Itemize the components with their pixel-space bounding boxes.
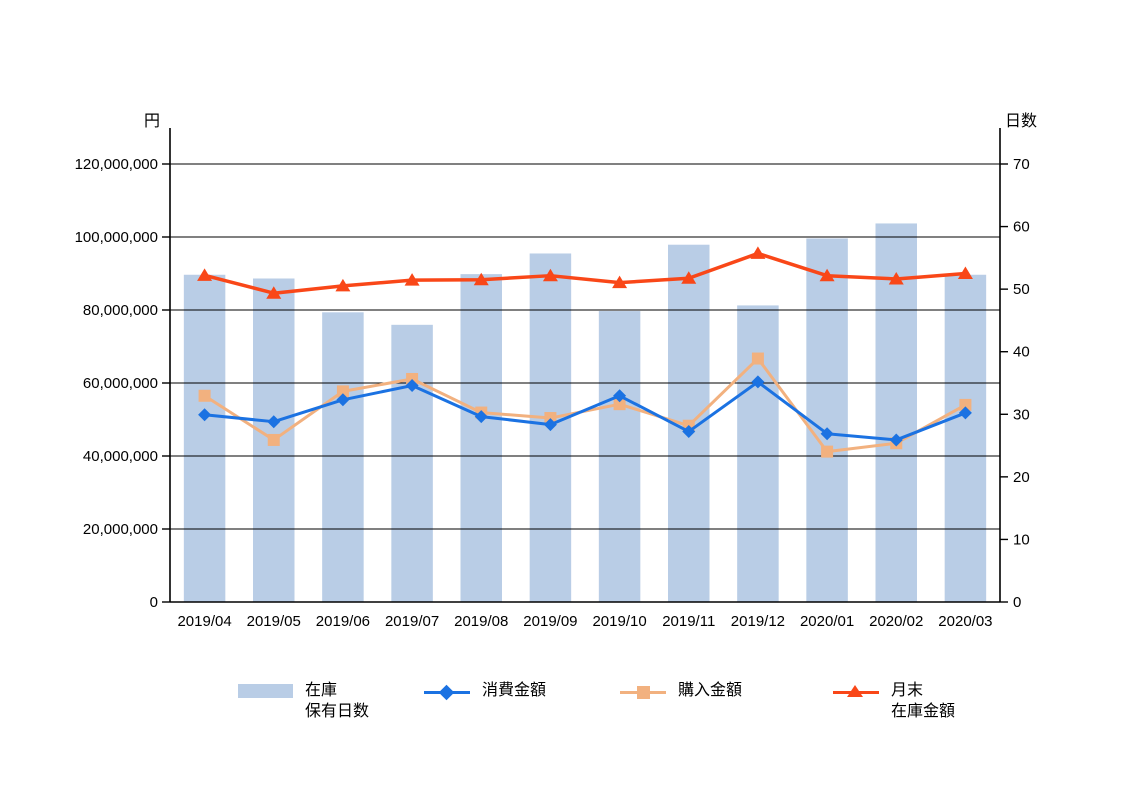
square-marker-icon xyxy=(406,372,419,385)
y-axis-tick-label: 120,000,000 xyxy=(75,156,158,173)
legend: 在庫 保有日数 消費金額 購入金額 月末 在庫金額 xyxy=(0,0,1142,720)
y2-axis-tick-label: 50 xyxy=(1013,281,1030,298)
y2-axis-tick-label: 70 xyxy=(1013,156,1030,173)
legend-label-line: 消費金額 xyxy=(482,682,547,699)
square-marker-icon xyxy=(267,433,280,446)
legend-label-line: 月末 xyxy=(891,682,924,699)
diamond-marker-icon xyxy=(613,389,627,403)
month-end-line xyxy=(202,251,968,295)
triangle-marker-icon xyxy=(612,275,628,289)
bar xyxy=(322,312,364,602)
consumption-line xyxy=(203,380,967,442)
bar xyxy=(944,274,987,602)
x-axis-tick-label: 2019/12 xyxy=(731,613,785,630)
triangle-marker-icon xyxy=(335,278,351,292)
square-marker-icon xyxy=(544,412,557,425)
bar xyxy=(806,238,848,602)
chart: 0 20,000,000 40,000,000 60,000,000 80,000,00… xyxy=(75,112,1037,630)
x-axis-tick-label: 2019/04 xyxy=(177,613,231,630)
square-marker-icon xyxy=(613,398,626,411)
square-marker-icon xyxy=(336,385,349,398)
x-axis-tick-label: 2019/09 xyxy=(523,613,577,630)
bar xyxy=(460,274,502,602)
bar xyxy=(737,305,779,602)
legend-label-line: 在庫金額 xyxy=(891,703,956,720)
legend-item-purchase: 購入金額 xyxy=(620,678,742,706)
square-line-icon xyxy=(620,678,666,706)
triangle-marker-icon xyxy=(957,266,973,279)
triangle-marker-icon xyxy=(404,273,420,286)
diamond-marker-icon xyxy=(889,433,903,447)
bar-swatch-icon xyxy=(238,684,293,698)
diamond-marker-icon xyxy=(958,406,972,420)
x-axis-tick-label: 2019/08 xyxy=(454,613,508,630)
diamond-marker-icon xyxy=(474,410,488,424)
triangle-marker-icon xyxy=(473,272,489,286)
y-axis-tick-label: 80,000,000 xyxy=(83,302,158,319)
diamond-marker-icon xyxy=(682,425,696,439)
x-axis-tick-label: 2020/02 xyxy=(869,613,923,630)
legend-label-consumption: 消費金額 xyxy=(482,680,546,701)
x-axis-tick-label: 2020/01 xyxy=(800,613,854,630)
y2-axis-tick-label: 20 xyxy=(1013,469,1030,486)
legend-label-line: 購入金額 xyxy=(678,682,743,699)
legend-item-consumption: 消費金額 xyxy=(424,678,546,706)
triangle-marker-icon xyxy=(266,286,282,299)
x-axis-tick-label: 2020/03 xyxy=(938,613,992,630)
diamond-marker-icon xyxy=(405,379,419,393)
triangle-marker-icon xyxy=(681,271,697,284)
diamond-marker-icon xyxy=(336,393,350,407)
triangle-marker-icon xyxy=(888,271,904,285)
square-marker-icon xyxy=(821,445,834,458)
triangle-marker-icon xyxy=(819,268,835,282)
y-axis-tick-label: 60,000,000 xyxy=(83,375,158,392)
diamond-marker-icon xyxy=(198,408,212,422)
diamond-marker-icon xyxy=(820,427,834,441)
left-axis-title: 円 xyxy=(144,113,160,130)
x-axis-tick-label: 2019/05 xyxy=(247,613,301,630)
square-marker-icon xyxy=(751,352,764,365)
y2-axis-tick-label: 0 xyxy=(1013,594,1021,611)
square-marker-icon xyxy=(636,685,650,699)
y2-axis-tick-label: 10 xyxy=(1013,531,1030,548)
y2-axis-tick-label: 40 xyxy=(1013,344,1030,361)
legend-label-inventory-days: 在庫 保有日数 xyxy=(305,680,369,722)
triangle-marker-icon xyxy=(197,268,213,281)
y-axis-tick-label: 0 xyxy=(150,594,158,611)
square-marker-icon xyxy=(198,389,211,402)
bar xyxy=(875,223,917,602)
diamond-marker-icon xyxy=(751,375,765,389)
bar xyxy=(391,324,433,602)
x-axis-tick-label: 2019/10 xyxy=(592,613,646,630)
legend-label-line: 在庫 xyxy=(305,682,338,699)
diamond-line-icon xyxy=(424,678,470,706)
diamond-marker-icon xyxy=(543,418,557,432)
triangle-marker-icon xyxy=(542,268,558,282)
legend-label-purchase: 購入金額 xyxy=(678,680,742,701)
legend-label-line: 保有日数 xyxy=(305,703,370,720)
y-axis-tick-label: 20,000,000 xyxy=(83,521,158,538)
triangle-marker-icon xyxy=(750,246,766,259)
y-axis-tick-label: 40,000,000 xyxy=(83,448,158,465)
x-axis-tick-label: 2019/06 xyxy=(316,613,370,630)
triangle-line-icon xyxy=(833,678,879,706)
purchase-line xyxy=(203,357,967,454)
legend-label-month-end: 月末 在庫金額 xyxy=(891,680,955,722)
diamond-marker-icon xyxy=(438,684,455,700)
bar xyxy=(183,274,226,602)
y2-axis-tick-label: 30 xyxy=(1013,406,1030,423)
legend-item-month-end: 月末 在庫金額 xyxy=(833,678,955,722)
diamond-marker-icon xyxy=(267,415,281,429)
legend-item-inventory-days: 在庫 保有日数 xyxy=(238,678,369,722)
x-axis-tick-label: 2019/07 xyxy=(385,613,439,630)
triangle-marker-icon xyxy=(847,685,863,697)
right-axis-title: 日数 xyxy=(1005,112,1037,130)
y2-axis-tick-label: 60 xyxy=(1013,219,1030,236)
x-axis-tick-label: 2019/11 xyxy=(662,613,715,630)
square-marker-icon xyxy=(959,398,972,411)
y-axis-tick-label: 100,000,000 xyxy=(75,229,158,246)
